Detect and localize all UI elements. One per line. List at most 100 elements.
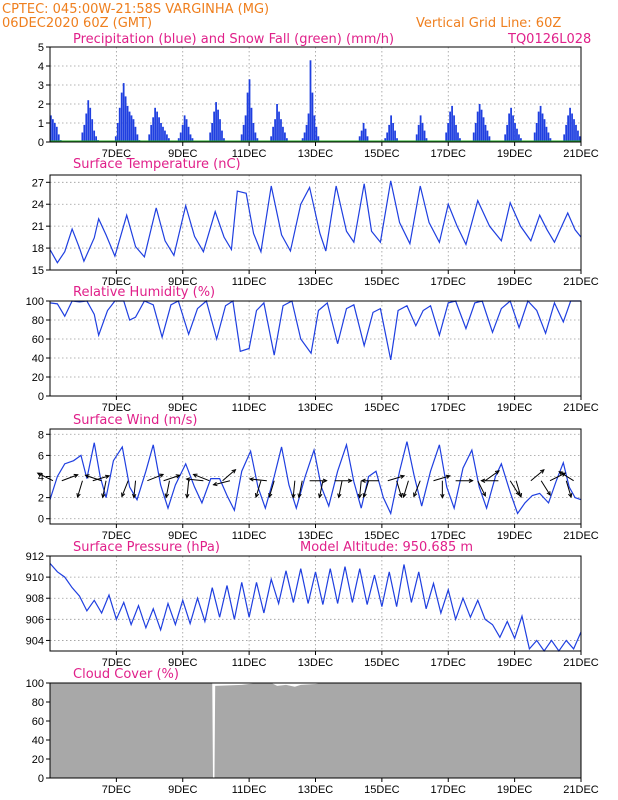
wind-arrow [413,480,421,498]
wind-y-ticks: 0 2 4 6 8 [38,429,50,526]
precip-bar [512,115,514,142]
precip-bar [545,126,548,142]
precip-bar [217,109,219,142]
wind-arrow [101,480,107,499]
precip-title: Precipitation (blue) and Snow Fall (gree… [73,32,394,47]
precip-bar [476,111,479,142]
precip-bar [242,124,245,142]
precip-bar [577,130,579,142]
y-tick-label: 908 [26,593,44,605]
precip-bar [573,119,575,142]
precip-bar [286,138,288,142]
wind-arrow [387,474,406,482]
wind-arrow [360,478,379,483]
cloud-x-ticks: 7DEC 9DEC 11DEC 13DEC 15DEC 17DEC 19DEC 21DEC [102,778,599,796]
precip-bar [563,134,566,142]
y-tick-label: 27 [32,177,44,189]
x-tick-label: 9DEC [168,657,197,669]
y-tick-label: 4 [38,61,44,73]
pressure-x-ticks: 7DEC 9DEC 11DEC 13DEC 15DEC 17DEC 19DEC 21DEC [102,651,599,669]
precip-bar [276,104,278,142]
wind-grid [50,429,581,524]
precip-bar [417,124,420,142]
wind-arrow [92,474,111,482]
wind-arrow [185,480,190,499]
wind-arrow [484,470,500,482]
precip-bar [303,132,306,142]
precip-bar [166,134,168,142]
y-tick-label: 40 [32,735,44,747]
precip-bar [579,136,581,142]
precip-bar [317,136,320,142]
precip-bar [248,79,251,142]
wind-arrow [433,474,451,482]
y-tick-label: 2 [38,99,44,111]
x-tick-label: 19DEC [497,148,533,160]
precip-bar [274,119,276,142]
panel-temperature: Surface Temperature (nC) 15 18 21 24 27 7DEC… [32,157,599,288]
precip-bar [508,113,510,142]
wind-x-ticks: 7DEC 9DEC 11DEC 13DEC 15DEC 17DEC 19DEC 21DEC [102,524,599,542]
precip-bar [486,130,489,142]
x-tick-label: 17DEC [431,402,467,414]
precip-bar [533,132,536,142]
precip-grid [50,47,581,142]
x-tick-label: 13DEC [298,784,334,796]
precip-bar [168,138,170,142]
precip-bar [520,138,522,142]
humidity-title: Relative Humidity (%) [73,285,215,300]
precip-bar [150,124,153,142]
x-tick-label: 19DEC [497,657,533,669]
wind-arrow [357,480,363,499]
precip-bar [451,105,453,142]
x-tick-label: 11DEC [232,402,267,414]
wind-arrow [248,477,267,482]
model-altitude: Model Altitude: 950.685 m [300,540,473,555]
precip-bar [87,100,90,142]
precip-bar [126,105,129,142]
precip-bar [510,107,512,142]
x-tick-label: 21DEC [563,276,599,288]
panel-cloud: Cloud Cover (%) 0 20 40 60 80 100 7DEC 9DEC 11D… [26,667,599,796]
x-tick-label: 17DEC [431,530,467,542]
precip-bar [219,119,221,142]
wind-arrow [268,480,275,499]
precip-bar [390,115,392,142]
precip-bar [284,132,286,142]
precip-bar [282,126,284,142]
wind-arrow [76,480,83,499]
precip-bar [191,138,194,142]
wind-title: Surface Wind (m/s) [73,413,197,428]
x-tick-label: 7DEC [102,530,131,542]
station-header: CPTEC: 045:00W-21:58S VARGINHA (MG) [2,2,269,17]
precip-bar [309,60,312,142]
wind-arrow [222,468,237,482]
precip-bar [89,107,92,142]
x-tick-label: 21DEC [563,657,599,669]
precip-bar [315,126,318,142]
precip-bar [93,130,96,142]
wind-arrow [565,480,573,499]
x-tick-label: 15DEC [364,530,400,542]
y-tick-label: 100 [26,678,44,690]
precip-bar [187,126,190,142]
panel-pressure: Surface Pressure (hPa) Model Altitude: 9… [26,540,599,669]
y-tick-label: 8 [38,429,44,441]
precip-bar [506,124,509,142]
y-tick-label: 0 [38,137,44,149]
precip-bar [185,119,188,142]
precip-bars [50,60,581,142]
y-tick-label: 80 [32,697,44,709]
precip-bar [386,132,389,142]
wind-arrow [396,480,403,499]
wind-arrow [558,471,574,482]
precip-bar [252,123,255,142]
precip-bar [114,136,117,142]
x-tick-label: 13DEC [298,530,334,542]
precip-bar [472,132,475,142]
x-tick-label: 19DEC [497,276,533,288]
x-tick-label: 21DEC [563,148,599,160]
precip-bar [364,128,367,142]
y-tick-label: 6 [38,450,44,462]
y-tick-label: 912 [26,551,44,563]
